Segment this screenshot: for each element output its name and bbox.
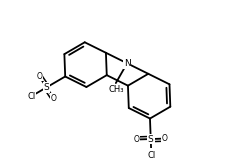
Text: O: O <box>36 72 42 81</box>
Text: O: O <box>133 135 139 144</box>
Text: Cl: Cl <box>147 151 155 159</box>
Text: O: O <box>161 134 167 143</box>
Text: N: N <box>123 59 130 68</box>
Text: CH₃: CH₃ <box>108 85 123 94</box>
Text: O: O <box>51 94 57 103</box>
Text: Cl: Cl <box>27 92 35 101</box>
Text: S: S <box>147 135 153 144</box>
Text: S: S <box>44 83 49 92</box>
